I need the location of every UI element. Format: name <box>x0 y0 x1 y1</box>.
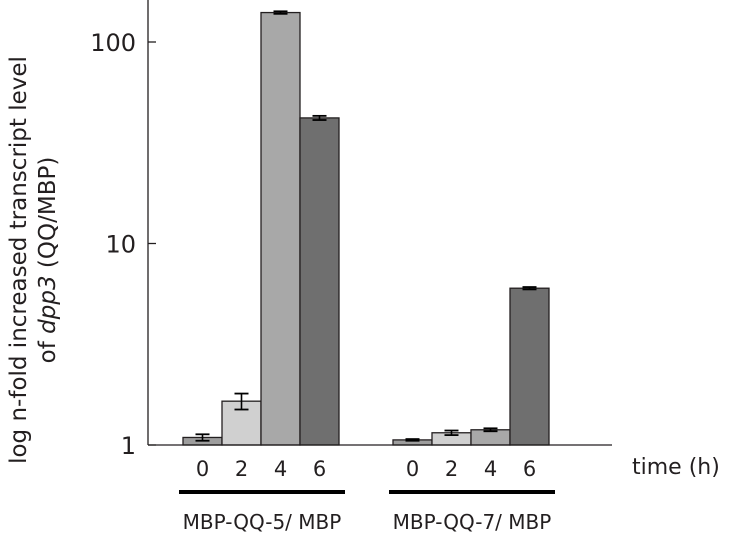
x-category-label: 2 <box>235 457 248 481</box>
axes <box>147 0 612 446</box>
x-category-label: 4 <box>274 457 287 481</box>
error-bar <box>195 433 210 442</box>
y-ticks: 1 10 100 <box>90 29 156 460</box>
y-tick-label: 100 <box>90 29 136 57</box>
bar <box>260 11 301 446</box>
x-category-label: 0 <box>196 457 209 481</box>
x-category-label: 6 <box>313 457 326 481</box>
error-bar <box>522 286 537 291</box>
labels: log n-fold increased transcript level of… <box>6 56 720 533</box>
error-bar <box>234 392 249 411</box>
group-label: MBP-QQ-7/ MBP <box>393 510 552 533</box>
y-tick-label: 10 <box>105 231 136 259</box>
group-label: MBP-QQ-5/ MBP <box>183 510 342 533</box>
error-bar <box>444 429 459 436</box>
x-category-label: 4 <box>484 457 497 481</box>
error-bar <box>312 114 327 121</box>
x-category-label: 0 <box>406 457 419 481</box>
x-axis-title: time (h) <box>632 455 720 480</box>
error-bar <box>273 10 288 15</box>
x-category-label: 2 <box>445 457 458 481</box>
bar-group <box>182 10 340 446</box>
bar <box>509 287 550 446</box>
error-bar <box>405 438 420 442</box>
y-tick-label: 1 <box>121 432 136 460</box>
bar-group <box>392 286 550 446</box>
bars <box>182 10 550 446</box>
error-bar <box>483 427 498 433</box>
y-axis-title-line2: of dpp3 (QQ/MBP) <box>35 157 61 364</box>
y-axis-title-line1: log n-fold increased transcript level <box>6 56 32 464</box>
x-category-label: 6 <box>523 457 536 481</box>
bar <box>299 117 340 446</box>
gene-name: dpp3 <box>35 275 61 333</box>
